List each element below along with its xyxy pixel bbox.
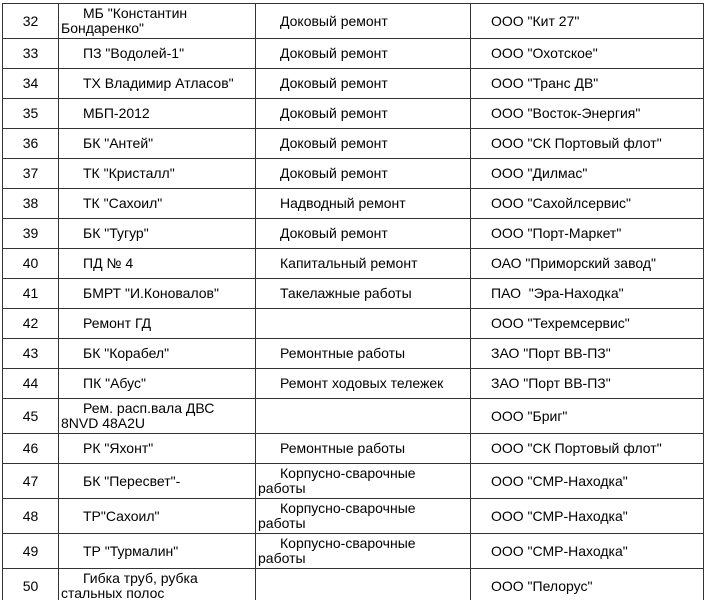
contractor-cell: ООО "СК Портовый флот": [470, 128, 704, 159]
contractor-cell: ООО "Транс ДВ": [470, 68, 704, 99]
work-type-cell: Доковый ремонт: [255, 3, 471, 39]
repair-object-cell: ПЗ "Водолей-1": [58, 38, 256, 69]
row-number-cell: 42: [2, 308, 59, 339]
row-number-cell: 49: [2, 533, 59, 569]
ship-repair-table: 32 МБ "Константин Бондаренко" Доковый ре…: [2, 3, 704, 600]
table-row: 34 ТХ Владимир Атласов" Доковый ремонт О…: [2, 68, 704, 99]
repair-object-cell: ТК "Сахоил": [58, 188, 256, 219]
work-type-cell: Доковый ремонт: [255, 98, 471, 129]
contractor-cell: ООО "СМР-Находка": [470, 498, 704, 534]
row-number-cell: 40: [2, 248, 59, 279]
work-type-cell: Корпусно-сварочные работы: [255, 533, 471, 569]
contractor-cell: ЗАО "Порт ВВ-ПЗ": [470, 338, 704, 369]
work-type-cell: Ремонт ходовых тележек: [255, 368, 471, 399]
repair-object-cell: Ремонт ГД: [58, 308, 256, 339]
table-row: 42 Ремонт ГД ООО "Техремсервис": [2, 308, 704, 339]
contractor-cell: ЗАО "Порт ВВ-ПЗ": [470, 368, 704, 399]
table-row: 48 ТР"Сахоил" Корпусно-сварочные работы …: [2, 498, 704, 534]
table-row: 44 ПК "Абус" Ремонт ходовых тележек ЗАО …: [2, 368, 704, 399]
repair-object-cell: ТР"Сахоил": [58, 498, 256, 534]
repair-object-cell: ТХ Владимир Атласов": [58, 68, 256, 99]
row-number-cell: 45: [2, 398, 59, 434]
table-row: 41 БМРТ "И.Коновалов" Такелажные работы …: [2, 278, 704, 309]
row-number-cell: 41: [2, 278, 59, 309]
row-number-cell: 36: [2, 128, 59, 159]
repair-object-cell: ПД № 4: [58, 248, 256, 279]
contractor-cell: ООО "Бриг": [470, 398, 704, 434]
work-type-cell: Корпусно-сварочные работы: [255, 498, 471, 534]
work-type-cell: Ремонтные работы: [255, 433, 471, 464]
table-row: 49 ТР "Турмалин" Корпусно-сварочные рабо…: [2, 533, 704, 569]
repair-object-cell: БК "Антей": [58, 128, 256, 159]
repair-object-cell: БК "Тугур": [58, 218, 256, 249]
table-row: 47 БК "Пересвет"- Корпусно-сварочные раб…: [2, 463, 704, 499]
repair-object-cell: БК "Корабел": [58, 338, 256, 369]
row-number-cell: 48: [2, 498, 59, 534]
row-number-cell: 32: [2, 3, 59, 39]
repair-object-cell: ТК "Кристалл": [58, 158, 256, 189]
row-number-cell: 37: [2, 158, 59, 189]
contractor-cell: ООО "Восток-Энергия": [470, 98, 704, 129]
row-number-cell: 46: [2, 433, 59, 464]
table-row: 45 Рем. расп.вала ДВС 8NVD 48A2U ООО "Бр…: [2, 398, 704, 434]
repair-object-cell: МБП-2012: [58, 98, 256, 129]
work-type-cell: [255, 308, 471, 339]
work-type-cell: Доковый ремонт: [255, 38, 471, 69]
table-row: 40 ПД № 4 Капитальный ремонт ОАО "Примор…: [2, 248, 704, 279]
table-row: 38 ТК "Сахоил" Надводный ремонт ООО "Сах…: [2, 188, 704, 219]
work-type-cell: Доковый ремонт: [255, 158, 471, 189]
contractor-cell: ОАО "Приморский завод": [470, 248, 704, 279]
repair-object-cell: Рем. расп.вала ДВС 8NVD 48A2U: [58, 398, 256, 434]
work-type-cell: Доковый ремонт: [255, 128, 471, 159]
work-type-cell: Капитальный ремонт: [255, 248, 471, 279]
contractor-cell: ООО "Техремсервис": [470, 308, 704, 339]
contractor-cell: ООО "Дилмас": [470, 158, 704, 189]
table-row: 46 РК "Яхонт" Ремонтные работы ООО "СК П…: [2, 433, 704, 464]
row-number-cell: 35: [2, 98, 59, 129]
table-row: 37 ТК "Кристалл" Доковый ремонт ООО "Дил…: [2, 158, 704, 189]
repair-object-cell: РК "Яхонт": [58, 433, 256, 464]
contractor-cell: ООО "СМР-Находка": [470, 463, 704, 499]
work-type-cell: Такелажные работы: [255, 278, 471, 309]
contractor-cell: ООО "Охотское": [470, 38, 704, 69]
contractor-cell: ООО "Пелорус": [470, 568, 704, 600]
contractor-cell: ООО "Порт-Маркет": [470, 218, 704, 249]
table-row: 39 БК "Тугур" Доковый ремонт ООО "Порт-М…: [2, 218, 704, 249]
work-type-cell: [255, 568, 471, 600]
row-number-cell: 38: [2, 188, 59, 219]
contractor-cell: ООО "СМР-Находка": [470, 533, 704, 569]
row-number-cell: 33: [2, 38, 59, 69]
work-type-cell: Доковый ремонт: [255, 218, 471, 249]
repair-object-cell: ТР "Турмалин": [58, 533, 256, 569]
row-number-cell: 44: [2, 368, 59, 399]
repair-object-cell: МБ "Константин Бондаренко": [58, 3, 256, 39]
row-number-cell: 47: [2, 463, 59, 499]
work-type-cell: Ремонтные работы: [255, 338, 471, 369]
contractor-cell: ООО "Сахойлсервис": [470, 188, 704, 219]
table-row: 36 БК "Антей" Доковый ремонт ООО "СК Пор…: [2, 128, 704, 159]
work-type-cell: Доковый ремонт: [255, 68, 471, 99]
contractor-cell: ООО "СК Портовый флот": [470, 433, 704, 464]
table-body: 32 МБ "Константин Бондаренко" Доковый ре…: [2, 3, 704, 600]
table-row: 50 Гибка труб, рубка стальных полос ООО …: [2, 568, 704, 600]
table-row: 33 ПЗ "Водолей-1" Доковый ремонт ООО "Ох…: [2, 38, 704, 69]
repair-object-cell: БК "Пересвет"-: [58, 463, 256, 499]
contractor-cell: ПАО "Эра-Находка": [470, 278, 704, 309]
contractor-cell: ООО "Кит 27": [470, 3, 704, 39]
work-type-cell: [255, 398, 471, 434]
row-number-cell: 43: [2, 338, 59, 369]
table-row: 32 МБ "Константин Бондаренко" Доковый ре…: [2, 3, 704, 39]
table-row: 43 БК "Корабел" Ремонтные работы ЗАО "По…: [2, 338, 704, 369]
row-number-cell: 39: [2, 218, 59, 249]
repair-object-cell: ПК "Абус": [58, 368, 256, 399]
work-type-cell: Корпусно-сварочные работы: [255, 463, 471, 499]
work-type-cell: Надводный ремонт: [255, 188, 471, 219]
repair-object-cell: Гибка труб, рубка стальных полос: [58, 568, 256, 600]
row-number-cell: 50: [2, 568, 59, 600]
table-row: 35 МБП-2012 Доковый ремонт ООО "Восток-Э…: [2, 98, 704, 129]
repair-object-cell: БМРТ "И.Коновалов": [58, 278, 256, 309]
row-number-cell: 34: [2, 68, 59, 99]
